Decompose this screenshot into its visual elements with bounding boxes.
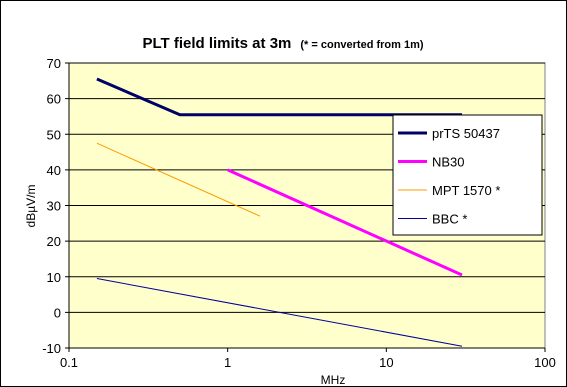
series-line-3 [96,142,261,217]
y-tick-label: 50 [47,127,61,142]
legend: prTS 50437 NB30 MPT 1570 * BBC * [392,114,543,236]
y-tick-label: -10 [42,341,61,356]
chart-title: PLT field limits at 3m [142,35,291,52]
legend-label-2: NB30 [432,155,465,170]
y-tick-label: 30 [47,199,61,214]
y-tick-label: 70 [47,56,61,71]
chart-title-group: PLT field limits at 3m (* = converted fr… [142,35,423,52]
y-tick-label: 40 [47,163,61,178]
y-tick-label: 10 [47,270,61,285]
legend-label-1: prTS 50437 [432,126,500,141]
y-axis-label: dBµV/m [24,185,38,228]
x-tick-label: 100 [534,355,556,370]
legend-label-4: BBC * [432,212,467,227]
series-line-2 [227,168,463,277]
x-tick-label: 10 [379,355,393,370]
x-axis-label: MHz [321,373,346,387]
series-line-1 [96,77,462,117]
y-tick-label: 0 [54,305,61,320]
x-tick-label: 0.1 [60,355,78,370]
series-lines [96,77,463,347]
chart-subtitle: (* = converted from 1m) [300,39,424,51]
y-tick-label: 60 [47,92,61,107]
legend-box [392,114,543,236]
tick-labels: -10 0 10 20 30 40 50 60 70 0.1 1 10 100 [42,56,556,370]
y-tick-label: 20 [47,234,61,249]
legend-label-3: MPT 1570 * [432,183,500,198]
series-line-4 [96,278,463,347]
x-tick-label: 1 [224,355,231,370]
